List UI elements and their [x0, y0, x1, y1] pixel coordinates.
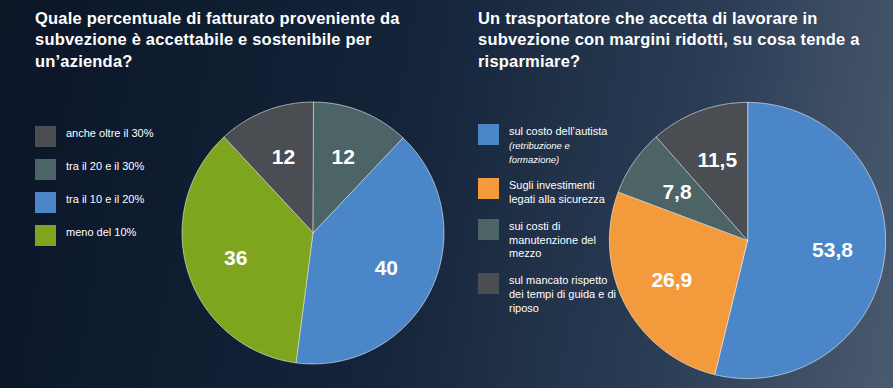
svg-text:36: 36 — [224, 246, 247, 269]
html-text:anche oltre il 30%: anche oltre il 30% — [66, 127, 154, 139]
svg-text:26,9: 26,9 — [651, 268, 692, 291]
html-text:Sugli investimenti legati alla: Sugli investimenti legati alla sicurezza — [509, 179, 605, 205]
svg-text:40: 40 — [375, 256, 398, 279]
html-text:meno del 10%: meno del 10% — [66, 226, 137, 238]
html-text:sui costi di manutenzione del: sui costi di manutenzione del mezzo — [509, 219, 596, 260]
svg-text:7,8: 7,8 — [662, 180, 692, 203]
svg-text:12: 12 — [272, 145, 295, 168]
html-text:tra il 10 e il 20%: tra il 10 e il 20% — [66, 193, 145, 205]
html-text:sul mancato rispetto dei tempi: sul mancato rispetto dei tempi di guida … — [509, 274, 616, 314]
svg-text:12: 12 — [331, 145, 354, 168]
html-text:tra il 20 e il 30%: tra il 20 e il 30% — [66, 160, 145, 172]
html-text:(retribuzione e formazione): (retribuzione e formazione) — [509, 139, 570, 165]
html-text:sul costo dell’autista: sul costo dell’autista — [509, 125, 608, 137]
svg-text:53,8: 53,8 — [812, 238, 853, 261]
svg-text:11,5: 11,5 — [697, 148, 737, 171]
html-text:Un trasportatore che accetta d: Un trasportatore che accetta di lavorare… — [478, 9, 860, 70]
html-text:Quale percentuale di fatturato: Quale percentuale di fatturato provenien… — [35, 9, 400, 70]
